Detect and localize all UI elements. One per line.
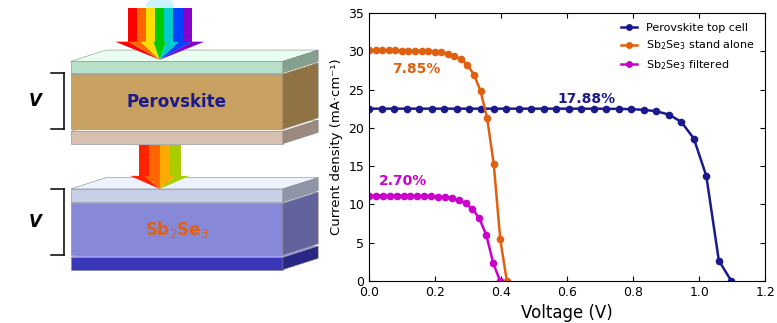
- Ellipse shape: [145, 0, 174, 11]
- Polygon shape: [71, 74, 283, 129]
- Polygon shape: [160, 176, 190, 189]
- Polygon shape: [71, 50, 319, 61]
- Polygon shape: [165, 8, 173, 42]
- Polygon shape: [283, 178, 319, 202]
- Text: 7.85%: 7.85%: [392, 62, 441, 76]
- Polygon shape: [153, 42, 166, 60]
- Polygon shape: [155, 8, 165, 42]
- Polygon shape: [160, 176, 175, 189]
- Legend: Perovskite top cell, Sb$_2$Se$_3$ stand alone, Sb$_2$Se$_3$ filtered: Perovskite top cell, Sb$_2$Se$_3$ stand …: [616, 18, 760, 76]
- Text: Sb$_2$Se$_3$: Sb$_2$Se$_3$: [145, 219, 209, 240]
- Polygon shape: [141, 42, 160, 60]
- Polygon shape: [71, 192, 319, 203]
- Polygon shape: [71, 63, 319, 74]
- Polygon shape: [71, 203, 283, 255]
- Text: V: V: [29, 92, 42, 110]
- Polygon shape: [71, 131, 283, 144]
- Polygon shape: [128, 42, 160, 60]
- Polygon shape: [71, 246, 319, 257]
- X-axis label: Voltage (V): Voltage (V): [521, 304, 613, 322]
- Polygon shape: [283, 246, 319, 270]
- Text: V: V: [29, 213, 42, 231]
- Polygon shape: [130, 176, 160, 189]
- Polygon shape: [146, 8, 155, 42]
- Polygon shape: [170, 145, 181, 176]
- Polygon shape: [283, 192, 319, 255]
- Polygon shape: [160, 42, 204, 60]
- Polygon shape: [71, 257, 283, 270]
- Polygon shape: [283, 50, 319, 73]
- Polygon shape: [137, 8, 146, 42]
- Polygon shape: [283, 120, 319, 144]
- Polygon shape: [173, 8, 183, 42]
- Polygon shape: [183, 8, 192, 42]
- Text: 17.88%: 17.88%: [557, 92, 615, 106]
- Text: Perovskite: Perovskite: [127, 93, 227, 111]
- Polygon shape: [71, 189, 283, 202]
- Polygon shape: [145, 176, 160, 189]
- Polygon shape: [160, 42, 179, 60]
- Polygon shape: [71, 178, 319, 189]
- Text: 2.70%: 2.70%: [379, 174, 427, 188]
- Polygon shape: [115, 42, 160, 60]
- Polygon shape: [160, 145, 170, 176]
- Polygon shape: [149, 145, 160, 176]
- Y-axis label: Current density (mA·cm⁻¹): Current density (mA·cm⁻¹): [329, 59, 343, 235]
- Polygon shape: [128, 8, 137, 42]
- Polygon shape: [71, 61, 283, 73]
- Polygon shape: [138, 145, 149, 176]
- Polygon shape: [283, 63, 319, 129]
- Polygon shape: [160, 42, 192, 60]
- Polygon shape: [71, 120, 319, 131]
